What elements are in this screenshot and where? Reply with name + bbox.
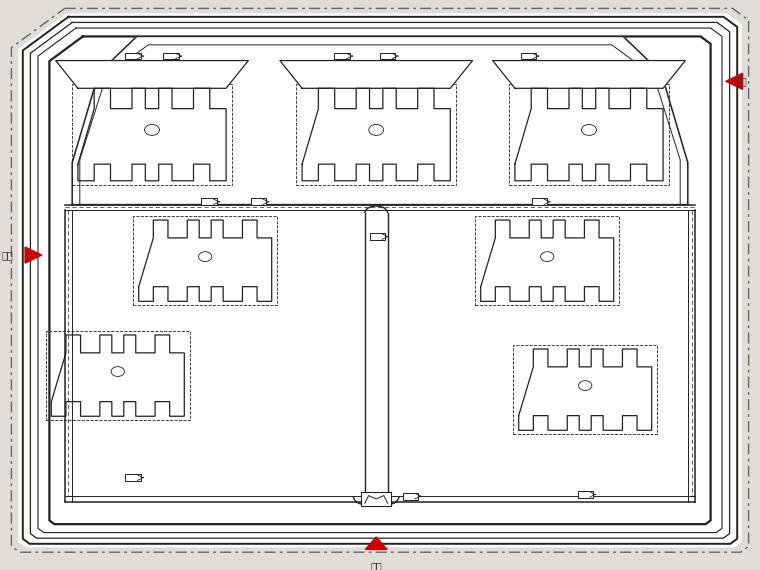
Bar xyxy=(403,493,418,499)
Bar xyxy=(125,474,141,481)
Polygon shape xyxy=(25,247,42,263)
Text: 大门: 大门 xyxy=(2,250,14,260)
Bar xyxy=(532,198,547,205)
Bar xyxy=(134,216,277,306)
Bar xyxy=(521,52,536,59)
Bar xyxy=(361,492,391,506)
Polygon shape xyxy=(19,14,741,547)
Polygon shape xyxy=(726,74,743,89)
Bar xyxy=(201,198,217,205)
Bar xyxy=(514,345,657,434)
Bar xyxy=(125,52,141,59)
Bar xyxy=(578,491,593,498)
Bar xyxy=(296,84,456,185)
Bar xyxy=(251,198,266,205)
Bar xyxy=(476,216,619,306)
Polygon shape xyxy=(366,537,387,549)
Polygon shape xyxy=(280,60,473,88)
Bar xyxy=(380,52,395,59)
Text: 大门: 大门 xyxy=(735,76,747,86)
Bar xyxy=(370,233,385,240)
Bar xyxy=(163,52,179,59)
Bar xyxy=(334,52,350,59)
Polygon shape xyxy=(72,36,688,205)
Bar xyxy=(46,331,190,420)
Bar xyxy=(72,84,232,185)
Polygon shape xyxy=(492,60,686,88)
Text: 大门: 大门 xyxy=(370,561,382,570)
Polygon shape xyxy=(55,60,249,88)
Bar xyxy=(509,84,669,185)
